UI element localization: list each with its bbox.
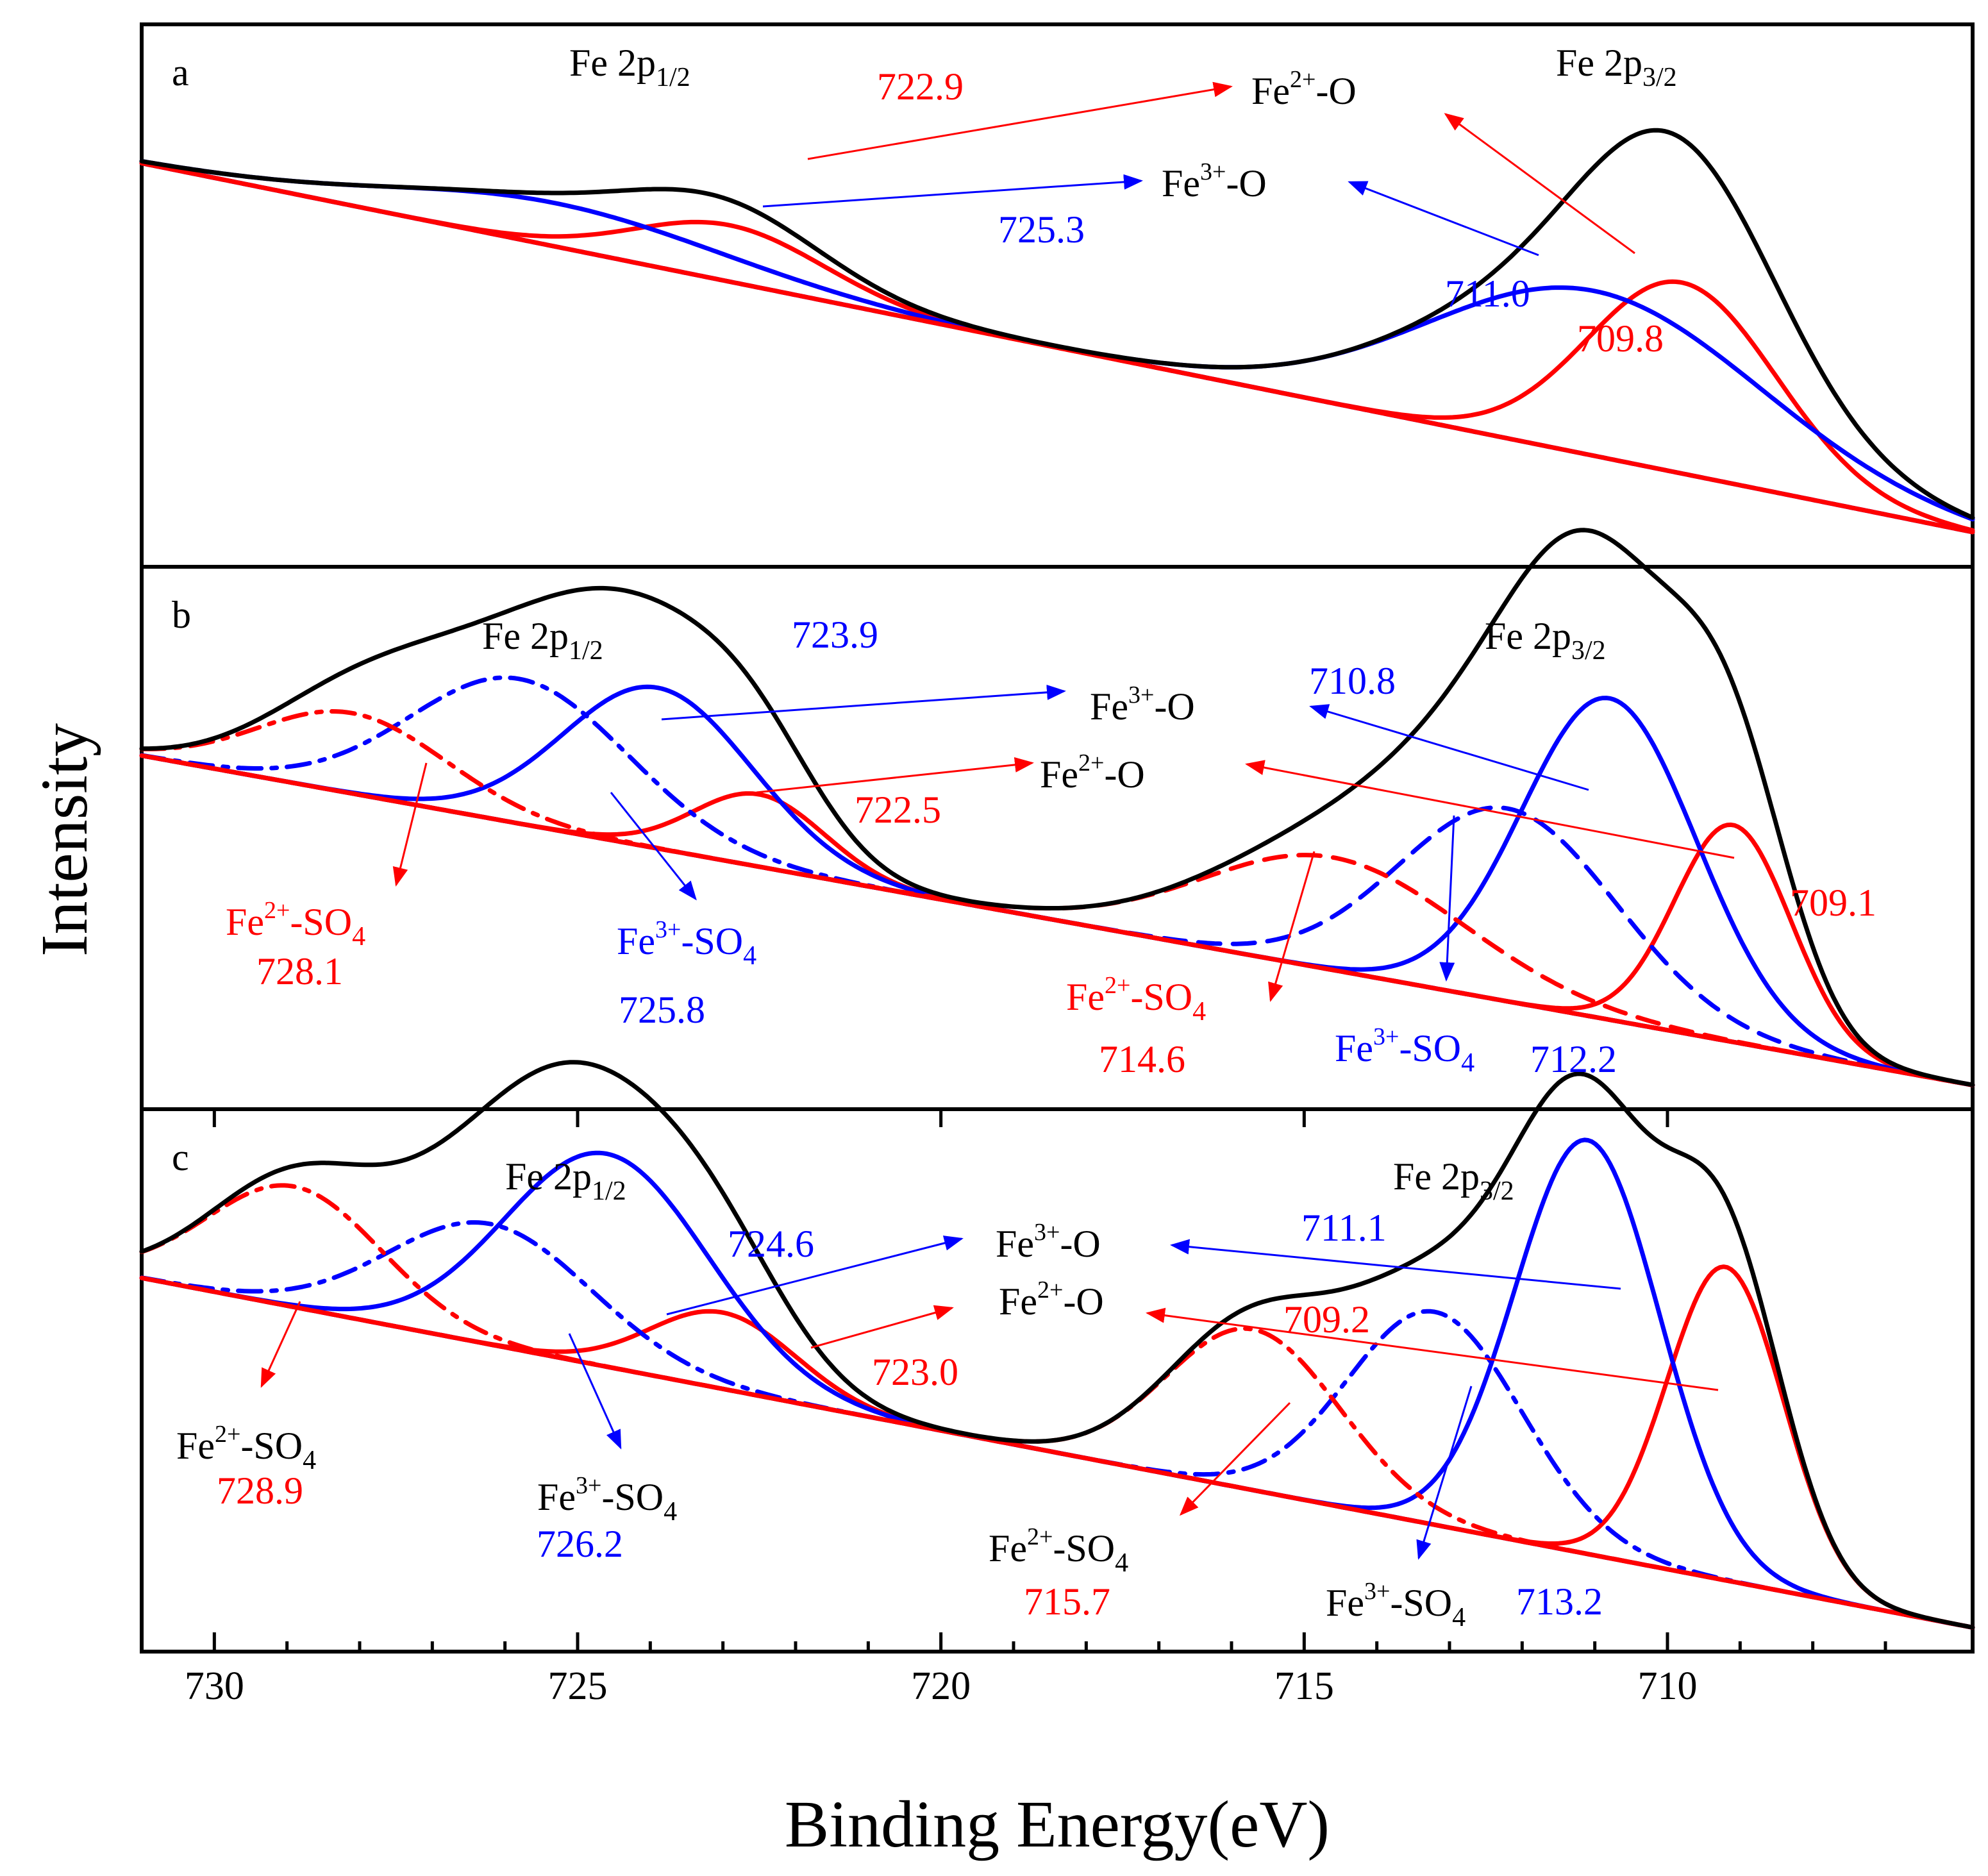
panel-a-envelope [139,128,1975,520]
annotation-arrows [260,81,1735,1560]
x-tick-label-725: 725 [548,1664,608,1708]
panel-c-background-line [139,1275,1975,1630]
panel-b-label-2-723-9: 723.9 [792,614,878,656]
x-tick-label-710: 710 [1638,1664,1698,1708]
annotation-arrow-2 [762,174,1143,208]
panel-c-label-1-fe2p3-2: Fe 2p3/2 [1393,1155,1514,1206]
panel-b-label-15-712-2: 712.2 [1530,1038,1617,1080]
panel-b-label-9-728-1: 728.1 [256,950,343,992]
panel-b-frame [140,565,1975,1111]
panel-b-curves [139,528,1975,1087]
panel-a-label-5-725-3: 725.3 [998,208,1085,251]
annotation-arrow-18 [1179,1402,1291,1516]
y-axis-label: Intensity [28,723,101,957]
annotation-arrow-13 [1170,1239,1621,1290]
annotation-arrow-17 [568,1333,622,1450]
panel-b-letter: b [172,594,191,636]
panel-c-label-8-fe2plus-so4: Fe2+-SO4 [176,1421,316,1475]
panel-a-frame [140,22,1975,569]
panel-c-label-4-711-1: 711.1 [1301,1207,1387,1249]
panel-c-label-10-fe3plus-so4: Fe3+-SO4 [537,1472,677,1527]
x-axis-label: Binding Energy(eV) [785,1788,1330,1861]
panel-c-label-2-724-6: 724.6 [728,1223,814,1265]
annotation-arrow-3 [1348,181,1539,256]
panel-b-peak-723-9 [139,684,1975,1087]
panel-b-envelope [139,528,1975,1087]
panel-c-label-12-fe2plus-so4: Fe2+-SO4 [989,1523,1128,1578]
annotation-arrow-19 [1416,1386,1473,1560]
curves-layer [139,128,1975,1630]
annotation-arrow-12 [666,1235,964,1316]
panel-a-label-3-fe2plus-o: Fe2+-O [1251,66,1357,112]
panel-c-label-5-fe2plus-o: Fe2+-O [999,1277,1104,1323]
panel-b-label-6-722-5: 722.5 [855,789,941,831]
panel-a-label-6-711-0: 711.0 [1445,272,1530,315]
panel-c-label-11-726-2: 726.2 [537,1523,623,1565]
panel-b-peak-725-8 [139,675,1975,1087]
panel-c-label-9-728-9: 728.9 [217,1470,303,1512]
annotation-arrow-7 [1245,760,1735,859]
x-tick-label-730: 730 [185,1664,244,1708]
panel-a-label-4-fe3plus-o: Fe3+-O [1162,158,1267,205]
panel-b-background-line [139,753,1975,1087]
panel-b-label-1-fe2p3-2: Fe 2p3/2 [1485,615,1606,666]
panel-c-label-0-fe2p1-2: Fe 2p1/2 [505,1155,626,1206]
panel-a-letter: a [172,51,189,94]
annotation-arrow-5 [1309,704,1589,791]
panel-a-label-1-fe2p3-2: Fe 2p3/2 [1556,42,1677,92]
panel-c-label-6-709-2: 709.2 [1283,1298,1370,1341]
annotation-arrow-0 [807,81,1233,160]
panel-b-label-14-fe3plus-so4: Fe3+-SO4 [1335,1023,1474,1078]
panel-b-label-4-710-8: 710.8 [1309,660,1396,702]
x-tick-label-720: 720 [911,1664,971,1708]
panel-c-label-15-713-2: 713.2 [1516,1580,1603,1623]
x-tick-label-715: 715 [1274,1664,1334,1708]
panel-b-label-8-fe2plus-so4: Fe2+-SO4 [226,897,365,951]
annotation-arrow-8 [392,762,428,887]
panel-b-label-3-fe3plus-o: Fe3+-O [1090,682,1195,728]
panel-b-label-0-fe2p1-2: Fe 2p1/2 [482,615,603,666]
annotation-arrow-6 [756,757,1034,794]
panel-c-curves [139,1060,1975,1630]
panel-b-label-12-fe2plus-so4: Fe2+-SO4 [1066,972,1206,1026]
annotation-arrow-14 [810,1305,954,1349]
panel-c-label-3-fe3plus-o: Fe3+-O [996,1219,1101,1265]
panel-a-label-2-722-9: 722.9 [877,65,964,108]
annotation-arrow-10 [1268,851,1316,1002]
panel-c-frame [140,1107,1975,1654]
annotation-arrow-11 [1439,815,1455,982]
annotation-arrow-1 [1444,113,1635,255]
panel-b-label-13-714-6: 714.6 [1099,1038,1185,1080]
annotation-labels: a b c Fe 2p1/2 Fe 2p3/2 722.9 Fe2+-O Fe3+-O 725.… [172,42,1876,1632]
annotation-arrow-4 [661,684,1066,721]
panel-b-label-7-709-1: 709.1 [1790,882,1876,924]
panel-c-label-13-715-7: 715.7 [1024,1580,1110,1623]
panel-a-label-7-709-8: 709.8 [1577,317,1664,360]
panel-c-label-14-fe3plus-so4: Fe3+-SO4 [1326,1578,1466,1632]
panel-c-label-7-723-0: 723.0 [872,1351,958,1393]
panel-a-label-0-fe2p1-2: Fe 2p1/2 [569,42,690,92]
x-axis-ticks: 730 725 720 715 710 [185,1109,1887,1708]
annotation-arrow-9 [610,792,697,901]
panel-a-curves [139,128,1975,535]
annotation-arrow-15 [1146,1307,1719,1391]
panel-c-letter: c [172,1136,189,1178]
panel-b-label-5-fe2plus-o: Fe2+-O [1040,750,1145,796]
panel-b-label-11-725-8: 725.8 [619,989,705,1031]
annotation-arrow-16 [260,1301,301,1388]
panel-b-label-10-fe3plus-so4: Fe3+-SO4 [617,916,756,971]
panel-c-envelope [139,1060,1975,1630]
